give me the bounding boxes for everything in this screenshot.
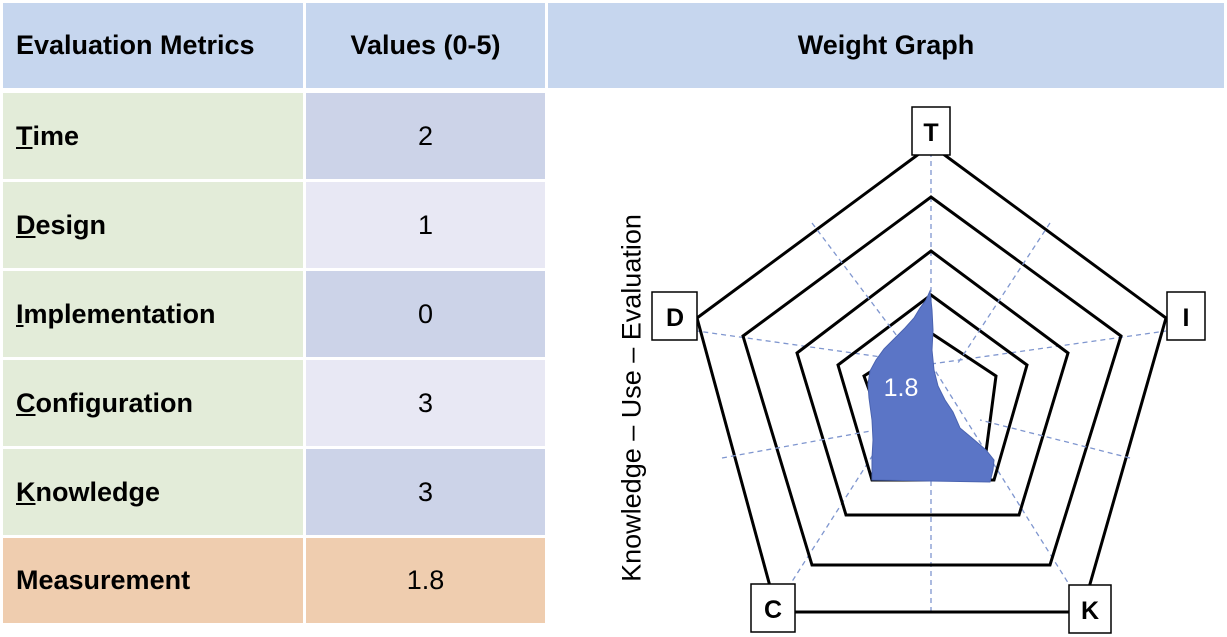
pentagon-ring-4 — [741, 195, 1123, 567]
vertex-k-box — [1068, 584, 1112, 634]
hint-line-td — [811, 222, 901, 341]
metric-rest: mplementation — [23, 298, 216, 329]
vertex-t-box — [911, 106, 951, 156]
vertex-i: I — [1166, 291, 1206, 341]
vertex-t: T — [911, 106, 951, 156]
header-weight-graph: Weight Graph — [548, 3, 1224, 88]
header-evaluation-metrics: Evaluation Metrics — [3, 3, 303, 88]
hint-line-dc — [721, 429, 877, 459]
metric-initial: C — [16, 387, 36, 418]
value-time: 2 — [306, 93, 545, 179]
vertex-t-label: T — [923, 119, 938, 147]
value-configuration: 3 — [306, 360, 545, 446]
vertex-d-box — [651, 291, 698, 341]
hint-line-ik — [979, 419, 1131, 459]
metric-rest: onfiguration — [35, 387, 193, 418]
metric-initial: I — [16, 298, 24, 329]
center-value: 1.8 — [884, 374, 919, 402]
metric-initial: D — [16, 209, 36, 240]
inner-hint-lines — [721, 222, 1131, 459]
metric-rest: nowledge — [35, 476, 161, 507]
vertex-c-box — [750, 583, 796, 633]
value-knowledge: 3 — [306, 449, 545, 535]
hint-line-ti — [957, 222, 1051, 364]
metric-rest: ime — [32, 120, 80, 151]
vertex-k-label: K — [1081, 597, 1099, 625]
vertex-k: K — [1068, 584, 1112, 634]
pentagon-ring-3 — [795, 249, 1070, 517]
pentagon-ring-5 — [695, 143, 1168, 614]
side-axis-label: Knowledge – Use – Evaluation — [616, 214, 647, 582]
vertex-d: D — [651, 291, 698, 341]
vertex-c: C — [750, 583, 796, 633]
metric-initial: K — [16, 476, 36, 507]
weight-area — [867, 289, 995, 483]
metric-rest: esign — [35, 209, 107, 240]
vertex-d-label: D — [666, 304, 684, 332]
vertex-i-label: I — [1183, 304, 1190, 332]
value-design: 1 — [306, 182, 545, 268]
measurement-value: 1.8 — [306, 538, 545, 623]
vertex-i-box — [1166, 291, 1206, 341]
metric-initial: T — [16, 120, 33, 151]
axis-line-k — [930, 363, 1083, 606]
vertex-c-label: C — [764, 596, 782, 624]
value-implementation: 0 — [306, 271, 545, 357]
axis-line-i — [930, 330, 1167, 365]
measurement-label: Measurement — [3, 538, 303, 623]
header-values: Values (0-5) — [306, 3, 545, 88]
